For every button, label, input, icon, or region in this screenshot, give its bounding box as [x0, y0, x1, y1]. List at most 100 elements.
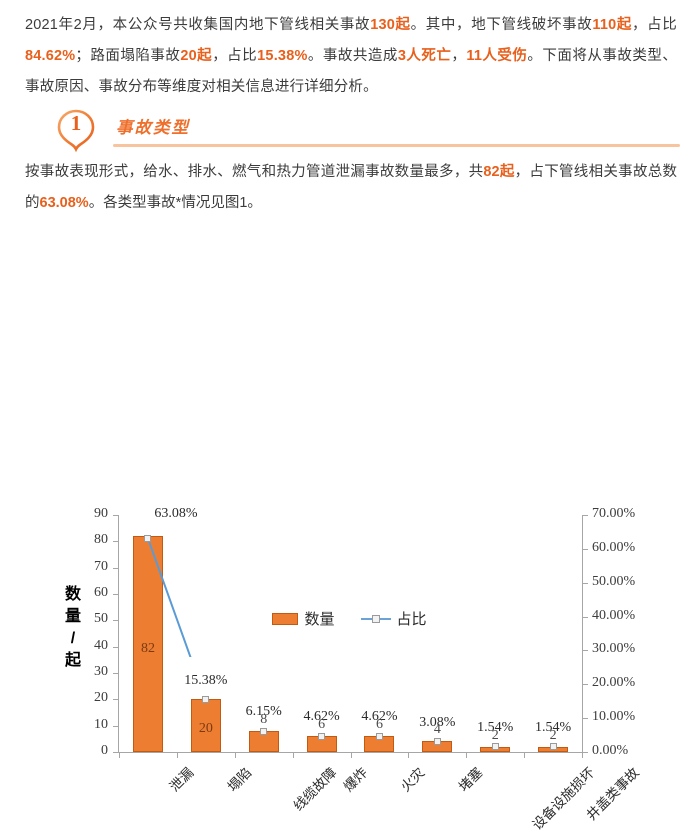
y-left-label-0: 0 — [101, 743, 108, 758]
bar-value-label-0: 82 — [140, 641, 155, 657]
intro-seg-5: 84.62% — [25, 48, 76, 64]
y-axis-left-line — [118, 515, 119, 753]
category-label-6: 设备设施损坏 — [529, 764, 598, 833]
line-marker-6[interactable] — [491, 743, 499, 751]
legend-item-percentage[interactable]: 占比 — [360, 608, 427, 629]
chart-legend: 数量 占比 — [0, 608, 699, 629]
category-label-2: 线缆故障 — [290, 764, 340, 814]
intro-seg-4: ，占比 — [631, 17, 677, 33]
y-left-tick-0 — [113, 752, 118, 753]
bar-value-label-5: 4 — [433, 722, 441, 738]
body-seg-4: 。各类型事故*情况见图1。 — [88, 195, 262, 211]
y-left-tick-40 — [113, 646, 118, 648]
x-tick-0 — [119, 753, 120, 758]
intro-seg-13: 11人受伤 — [466, 48, 528, 64]
line-marker-1[interactable] — [202, 696, 210, 704]
intro-seg-9: 15.38% — [257, 48, 308, 64]
y-left-tick-50 — [113, 620, 118, 622]
y-left-label-70: 70 — [94, 558, 108, 574]
y-left-tick-10 — [113, 725, 118, 727]
y-right-label-10: 10.00% — [592, 709, 636, 725]
body-paragraph: 按事故表现形式，给水、排水、燃气和热力管道泄漏事故数量最多，共82起，占下管线相… — [25, 157, 677, 219]
y-axis-right-line — [582, 515, 583, 753]
bar-value-label-3: 6 — [318, 717, 326, 733]
intro-seg-8: ，占比 — [212, 48, 258, 64]
percentage-label-1: 15.38% — [184, 672, 228, 688]
y-right-label-30: 30.00% — [592, 641, 636, 657]
body-seg-1: 82起 — [483, 164, 515, 180]
legend-line-swatch — [360, 613, 391, 625]
y-axis-title-char-1: 量 — [64, 608, 81, 625]
y-left-label-10: 10 — [94, 716, 108, 732]
category-label-1: 塌陷 — [224, 764, 255, 795]
map-pin-icon — [55, 108, 101, 154]
legend-bar-label: 数量 — [304, 611, 335, 628]
body-seg-2: ，占下管线相关事故总数的 — [25, 164, 678, 211]
y-right-label-70: 70.00% — [592, 506, 636, 521]
y-axis-title-char-0: 数 — [64, 586, 81, 603]
bar-value-label-6: 2 — [491, 727, 499, 743]
section-heading: 1 事故类型 — [55, 108, 680, 154]
y-right-label-20: 20.00% — [592, 675, 636, 691]
y-right-tick-70 — [583, 515, 588, 516]
y-right-tick-50 — [583, 582, 588, 584]
category-label-0: 泄漏 — [166, 764, 197, 795]
y-right-label-50: 50.00% — [592, 573, 636, 589]
intro-seg-1: 130起 — [370, 17, 411, 33]
y-left-tick-30 — [113, 673, 118, 674]
x-tick-3 — [292, 753, 294, 758]
y-left-label-90: 90 — [94, 506, 108, 521]
intro-seg-10: 。事故共造成 — [307, 48, 398, 64]
y-left-label-20: 20 — [94, 690, 108, 706]
y-left-label-40: 40 — [94, 637, 108, 653]
line-marker-4[interactable] — [375, 732, 383, 740]
x-tick-2 — [234, 753, 236, 758]
y-right-tick-20 — [583, 684, 588, 686]
legend-item-count[interactable]: 数量 — [272, 608, 335, 629]
y-left-tick-70 — [113, 567, 118, 569]
y-left-tick-60 — [113, 594, 118, 595]
bar-value-label-2: 8 — [260, 711, 268, 727]
y-right-tick-30 — [583, 650, 588, 652]
intro-paragraph: 2021年2月，本公众号共收集国内地下管线相关事故130起。其中，地下管线破坏事… — [25, 10, 677, 103]
accident-type-chart: 数量 / 起 0 10 20 30 40 50 60 70 80 90 0.00% 10.00% 20.0… — [0, 240, 699, 833]
bar-value-label-7: 2 — [549, 727, 557, 743]
y-right-label-0: 0.00% — [592, 743, 629, 758]
y-left-label-30: 30 — [94, 664, 108, 679]
y-left-label-50: 50 — [94, 611, 108, 627]
intro-seg-11: 3人死亡 — [397, 48, 452, 64]
legend-line-label: 占比 — [396, 611, 427, 628]
body-seg-0: 按事故表现形式，给水、排水、燃气和热力管道泄漏事故数量最多，共 — [25, 164, 484, 180]
legend-bar-swatch — [272, 612, 299, 625]
line-marker-3[interactable] — [318, 732, 326, 740]
y-right-label-40: 40.00% — [592, 607, 636, 623]
intro-seg-7: 20起 — [180, 48, 213, 64]
category-label-4: 火灾 — [398, 764, 428, 795]
intro-seg-0: 2021年2月，本公众号共收集国内地下管线相关事故 — [25, 17, 371, 33]
line-marker-2[interactable] — [260, 727, 268, 735]
intro-seg-12: ， — [451, 48, 467, 64]
intro-seg-2: 。其中，地下管线破坏事故 — [410, 17, 593, 33]
line-marker-0[interactable] — [144, 534, 152, 542]
body-seg-3: 63.08% — [39, 195, 89, 211]
line-marker-7[interactable] — [549, 743, 557, 751]
line-marker-5[interactable] — [433, 738, 441, 746]
x-tick-4 — [350, 753, 352, 758]
x-tick-1 — [176, 753, 178, 758]
section-number: 1 — [70, 111, 82, 135]
category-label-5: 堵塞 — [456, 764, 486, 795]
intro-seg-6: ；路面塌陷事故 — [75, 48, 181, 64]
y-left-tick-20 — [113, 699, 118, 701]
bar-value-label-1: 20 — [198, 721, 213, 737]
y-right-tick-0 — [583, 752, 588, 753]
y-left-tick-90 — [113, 515, 118, 516]
x-tick-8 — [582, 753, 583, 758]
y-right-tick-60 — [583, 548, 588, 550]
category-label-3: 爆炸 — [340, 764, 370, 795]
y-left-tick-80 — [113, 541, 118, 543]
y-right-tick-40 — [583, 616, 588, 618]
percentage-label-0: 63.08% — [154, 506, 198, 521]
y-left-label-80: 80 — [94, 532, 108, 548]
x-tick-5 — [408, 753, 410, 758]
y-right-label-60: 60.00% — [592, 539, 636, 555]
